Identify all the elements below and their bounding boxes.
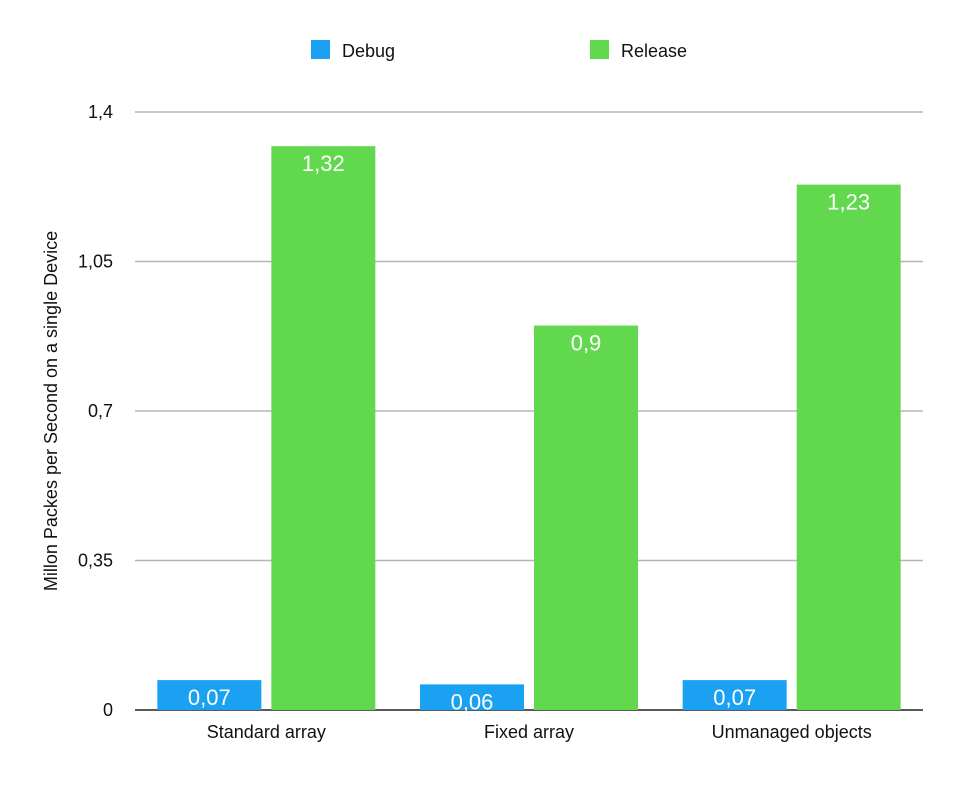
bar-release-1 <box>271 146 376 710</box>
bar-debug-1 <box>157 680 262 710</box>
x-axis-categories: Standard array Fixed array Unmanaged objec… <box>207 722 872 742</box>
bar-release-3 <box>796 184 901 711</box>
bar-value-label: 0,9 <box>571 331 602 356</box>
legend-swatch-release <box>590 40 609 59</box>
legend: Debug Release <box>311 40 687 61</box>
y-tick-label: 1,05 <box>78 252 113 272</box>
bar-value-label: 0,07 <box>188 685 231 710</box>
legend-label-release: Release <box>621 41 687 61</box>
legend-label-debug: Debug <box>342 41 395 61</box>
bar-release-2 <box>534 325 638 710</box>
bar-debug-3 <box>682 680 787 710</box>
y-tick-label: 0,7 <box>88 401 113 421</box>
x-category-label: Unmanaged objects <box>712 722 872 742</box>
bars: 0,07 1,32 0,06 0,9 0,07 1,23 <box>157 146 901 714</box>
y-axis-ticks: 0 0,35 0,7 1,05 1,4 <box>78 102 113 720</box>
y-tick-label: 1,4 <box>88 102 113 122</box>
x-category-label: Fixed array <box>484 722 574 742</box>
legend-swatch-debug <box>311 40 330 59</box>
x-category-label: Standard array <box>207 722 326 742</box>
bar-value-label: 1,23 <box>827 190 870 215</box>
y-tick-label: 0 <box>103 700 113 720</box>
bar-value-label: 0,07 <box>713 685 756 710</box>
y-tick-label: 0,35 <box>78 551 113 571</box>
y-axis-label: Millon Packes per Second on a single Dev… <box>41 231 61 591</box>
bar-value-label: 1,32 <box>302 151 345 176</box>
gridlines <box>135 111 923 711</box>
bar-value-label: 0,06 <box>451 689 494 714</box>
bar-debug-2 <box>420 684 524 710</box>
